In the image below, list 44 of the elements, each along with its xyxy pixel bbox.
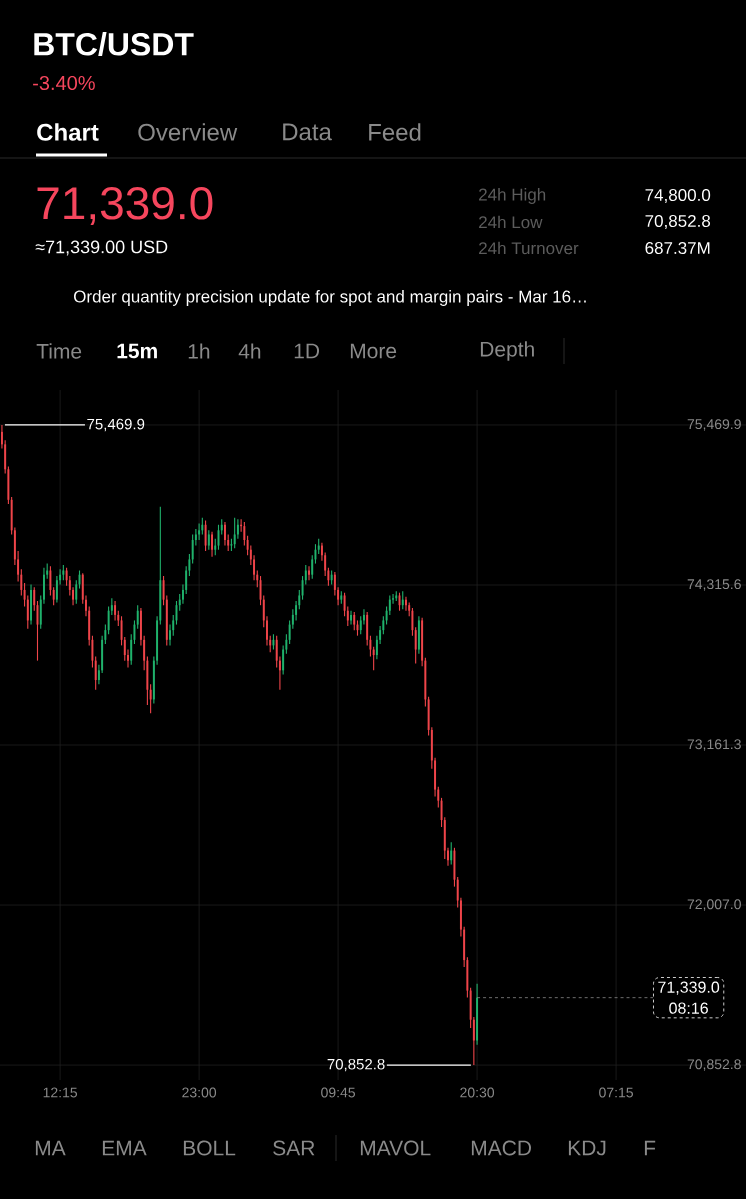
text: SAR	[273, 1140, 315, 1156]
text: 1h	[188, 343, 210, 359]
text: MAVOL	[360, 1140, 431, 1156]
y-tick-label: 74,315.6	[687, 579, 741, 591]
text: BOLL	[183, 1140, 236, 1156]
text: More	[350, 343, 397, 359]
text: Feed	[369, 123, 421, 141]
text: Depth	[480, 341, 534, 361]
text: MACD	[471, 1140, 532, 1156]
text: 4h	[238, 343, 261, 359]
annotation: 75,469.9	[87, 418, 145, 432]
x-tick-label: 12:15	[43, 1087, 78, 1098]
text: Overview	[138, 123, 238, 141]
ref-line-label: 71,339.0	[658, 981, 720, 995]
x-tick-label: 23:00	[182, 1087, 217, 1098]
text: Data	[283, 123, 332, 141]
text: 15m	[117, 343, 157, 359]
y-tick-label: 70,852.8	[687, 1059, 741, 1071]
annotation: 08:16	[669, 1002, 708, 1014]
text: 71,339.0	[37, 186, 213, 226]
text: 687.37M	[645, 241, 710, 255]
text: F	[644, 1140, 656, 1156]
text: Chart	[37, 123, 99, 141]
y-tick-label: 75,469.9	[687, 419, 741, 431]
chart-title: BTC/USDT	[34, 32, 194, 56]
x-tick-label: 09:45	[321, 1087, 356, 1098]
text: Time	[36, 343, 82, 359]
x-tick-label: 07:15	[599, 1087, 633, 1098]
text: 24h High	[479, 188, 546, 204]
text: MA	[35, 1140, 66, 1156]
y-tick-label: 72,007.0	[687, 899, 741, 911]
text: 70,852.8	[645, 214, 711, 230]
text: EMA	[102, 1140, 147, 1156]
text: ≈71,339.00 USD	[35, 240, 168, 256]
text: Order quantity precision update for spot and margin pairs - Mar 16…	[74, 290, 586, 306]
chart-subtitle: -3.40%	[33, 75, 95, 91]
y-tick-label: 73,161.3	[687, 739, 741, 751]
text: 1D	[294, 343, 320, 359]
text: 24h Low	[479, 215, 543, 229]
text: 74,800.0	[645, 188, 711, 204]
text: 24h Turnover	[479, 241, 579, 255]
x-tick-label: 20:30	[460, 1087, 495, 1098]
annotation: 70,852.8	[327, 1058, 385, 1072]
text: KDJ	[568, 1140, 606, 1156]
